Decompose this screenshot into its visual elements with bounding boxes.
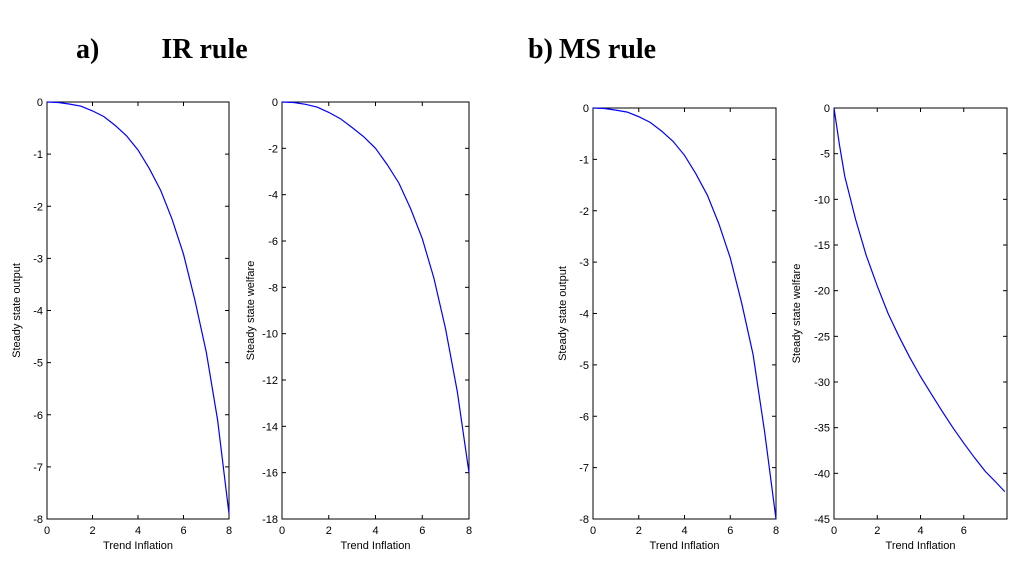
y-tick-label: -30 <box>814 377 830 389</box>
y-tick-label: -5 <box>579 360 589 372</box>
y-tick-label: -3 <box>33 253 43 265</box>
y-tick-label: -2 <box>579 206 589 218</box>
series-line-1 <box>46 101 230 514</box>
y-tick-label: -18 <box>262 514 278 526</box>
subplot-1: 0 2 4 6 8 0 -1 -2 -3 -4 -5 -6 -7 -8 Trend Inflation Ste… <box>11 97 232 552</box>
x-tick-label: 2 <box>89 525 95 537</box>
axes-box <box>833 107 1008 520</box>
x-tick-label: 2 <box>326 525 332 537</box>
axes-box <box>592 107 777 520</box>
x-tick-label: 6 <box>961 525 967 537</box>
x-tick-label: 0 <box>831 525 837 537</box>
x-axis-label: Trend Inflation <box>650 540 720 552</box>
y-tick-label: -6 <box>579 411 589 423</box>
y-tick-label: -7 <box>579 463 589 475</box>
x-tick-label: 6 <box>419 525 425 537</box>
y-axis-label: Steady state welfare <box>791 264 803 364</box>
y-tick-label: 0 <box>824 103 830 115</box>
y-axis-label: Steady state output <box>557 266 569 361</box>
x-tick-label: 2 <box>636 525 642 537</box>
y-tick-label: -1 <box>33 149 43 161</box>
panel-a-letter: a) <box>76 34 100 65</box>
x-tick-label: 6 <box>180 525 186 537</box>
x-tick-label: 4 <box>372 525 378 537</box>
y-tick-label: 0 <box>37 97 43 109</box>
series-line-1 <box>281 101 470 473</box>
x-tick-label: 4 <box>135 525 141 537</box>
y-tick-label: -8 <box>579 514 589 526</box>
y-tick-label: -25 <box>814 331 830 343</box>
x-tick-label: 0 <box>590 525 596 537</box>
series-line-1 <box>592 107 777 520</box>
x-tick-label: 0 <box>279 525 285 537</box>
y-axis-label: Steady state output <box>11 263 23 358</box>
panel-b-title: MS rule <box>558 34 657 65</box>
x-axis-label: Trend Inflation <box>103 540 173 552</box>
y-tick-label: -3 <box>579 257 589 269</box>
y-tick-label: -15 <box>814 240 830 252</box>
y-tick-label: -1 <box>579 154 589 166</box>
x-tick-label: 2 <box>874 525 880 537</box>
y-tick-label: -4 <box>579 309 589 321</box>
series-line-1 <box>833 107 1006 493</box>
y-tick-label: -5 <box>820 149 830 161</box>
y-tick-label: -20 <box>814 286 830 298</box>
axes-box <box>46 101 230 520</box>
panel-b-label: b) MS rule <box>514 2 656 66</box>
x-tick-label: 8 <box>226 525 232 537</box>
y-tick-label: -2 <box>33 201 43 213</box>
y-tick-label: -40 <box>814 468 830 480</box>
y-tick-label: -2 <box>268 143 278 155</box>
y-tick-label: -16 <box>262 468 278 480</box>
y-tick-label: -8 <box>268 282 278 294</box>
panel-a-label: a) IR rule <box>62 2 248 66</box>
subplot-3: 0 2 4 6 8 0 -1 -2 -3 -4 -5 -6 -7 -8 Trend Inflation Ste… <box>557 103 779 552</box>
y-tick-label: -6 <box>268 236 278 248</box>
y-tick-label: -10 <box>262 329 278 341</box>
panel-a-title: IR rule <box>161 34 248 65</box>
y-tick-label: -10 <box>814 194 830 206</box>
y-tick-label: -5 <box>33 358 43 370</box>
y-tick-label: 0 <box>583 103 589 115</box>
y-tick-label: -35 <box>814 423 830 435</box>
y-tick-label: -7 <box>33 462 43 474</box>
y-tick-label: -8 <box>33 514 43 526</box>
y-tick-label: -45 <box>814 514 830 526</box>
x-axis-label: Trend Inflation <box>341 540 411 552</box>
y-tick-label: -14 <box>262 421 278 433</box>
y-tick-label: 0 <box>272 97 278 109</box>
subplot-2: 0 2 4 6 8 0 -2 -4 -6 -8 -10 -12 -14 -16 -18 Trend Infla… <box>245 97 472 552</box>
panel-b-letter: b) <box>528 34 553 65</box>
y-tick-label: -6 <box>33 410 43 422</box>
y-tick-label: -4 <box>268 190 278 202</box>
x-tick-label: 4 <box>917 525 923 537</box>
x-tick-label: 8 <box>773 525 779 537</box>
subplot-4: 0 2 4 6 0 -5 -10 -15 -20 -25 -30 -35 -40 -45 Trend Inf… <box>791 103 1008 552</box>
x-tick-label: 4 <box>681 525 687 537</box>
x-axis-label: Trend Inflation <box>886 540 956 552</box>
x-tick-label: 6 <box>727 525 733 537</box>
x-tick-label: 8 <box>466 525 472 537</box>
x-tick-label: 0 <box>44 525 50 537</box>
y-axis-label: Steady state welfare <box>245 261 257 361</box>
y-tick-label: -12 <box>262 375 278 387</box>
y-tick-label: -4 <box>33 306 43 318</box>
